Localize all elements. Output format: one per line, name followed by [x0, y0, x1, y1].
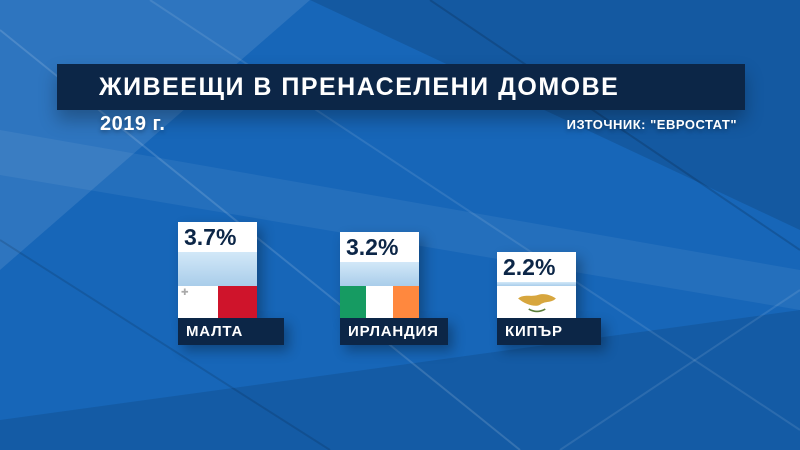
- bar-fill: [340, 262, 419, 286]
- year-label: 2019 г.: [100, 113, 166, 135]
- country-label: ИРЛАНДИЯ: [340, 318, 448, 345]
- source-label: ИЗТОЧНИК: "ЕВРОСТАТ": [566, 117, 737, 132]
- malta-flag: ✚: [178, 286, 257, 318]
- country-label: КИПЪР: [497, 318, 601, 345]
- bar-group-cyprus: 2.2% КИПЪР: [497, 252, 601, 345]
- bar-column: 2.2%: [497, 252, 576, 318]
- bar-group-ireland: 3.2% ИРЛАНДИЯ: [340, 232, 448, 345]
- country-label: МАЛТА: [178, 318, 284, 345]
- value-label: 3.7%: [178, 222, 257, 252]
- bar-column: 3.2%: [340, 232, 419, 318]
- value-label: 3.2%: [340, 232, 419, 262]
- bar-group-malta: 3.7% ✚ МАЛТА: [178, 222, 284, 345]
- bar-column: 3.7% ✚: [178, 222, 257, 318]
- title-bar: ЖИВЕЕЩИ В ПРЕНАСЕЛЕНИ ДОМОВЕ: [57, 64, 745, 110]
- malta-george-cross-icon: ✚: [181, 287, 189, 297]
- bar-fill: [497, 282, 576, 286]
- bar-fill: [178, 252, 257, 286]
- cyprus-island-icon: [517, 294, 556, 313]
- ireland-flag: [340, 286, 419, 318]
- chart-title: ЖИВЕЕЩИ В ПРЕНАСЕЛЕНИ ДОМОВЕ: [99, 72, 620, 101]
- cyprus-flag: [497, 286, 576, 318]
- value-label: 2.2%: [497, 252, 576, 282]
